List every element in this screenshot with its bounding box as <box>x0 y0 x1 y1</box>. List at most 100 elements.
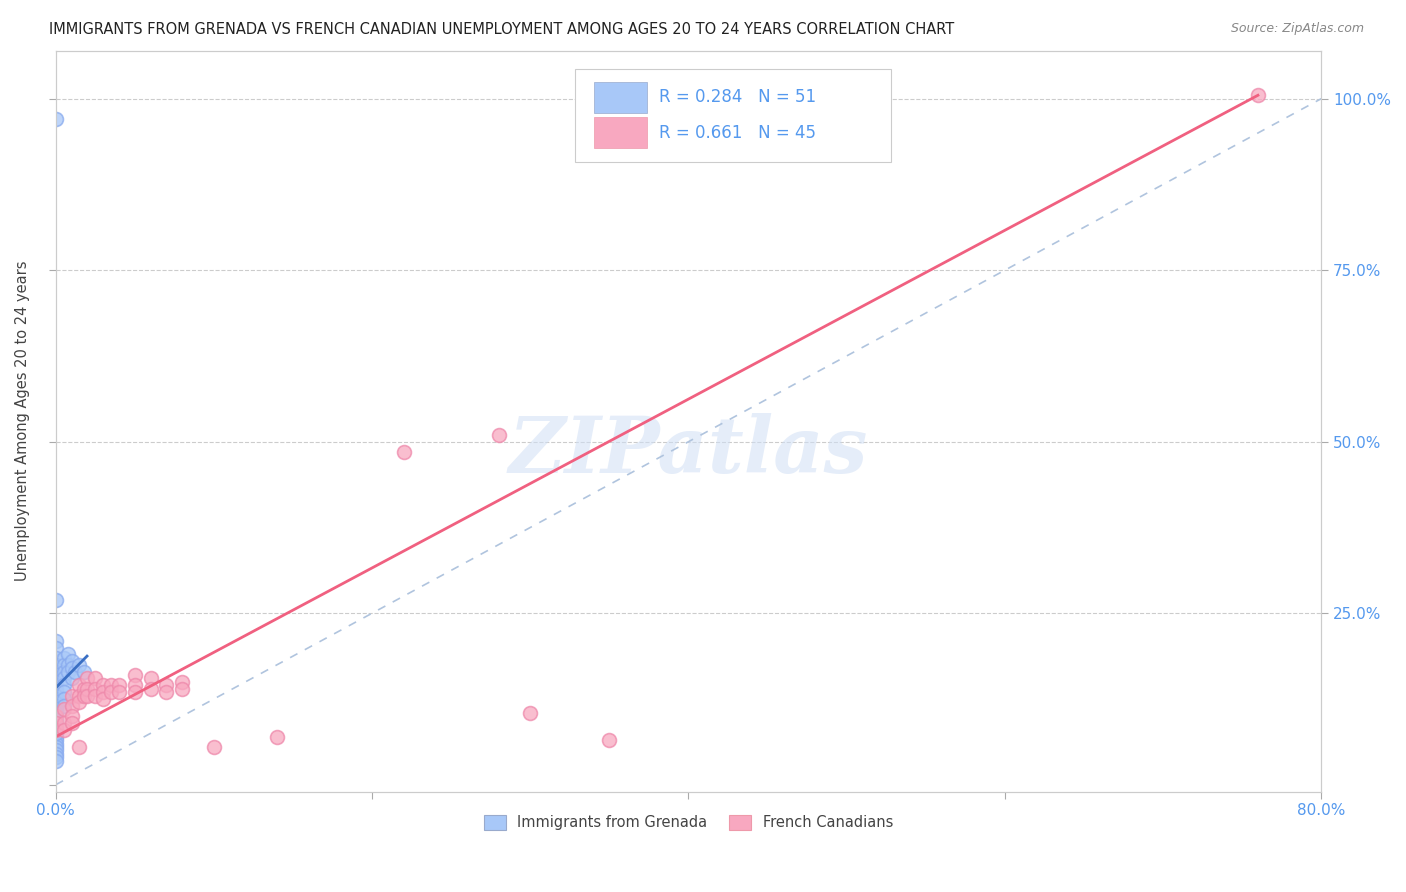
Point <box>108 685 131 699</box>
Point <box>60 689 83 703</box>
FancyBboxPatch shape <box>575 70 891 161</box>
Point <box>45 716 67 731</box>
Point <box>488 428 510 442</box>
Point <box>45 709 67 723</box>
Point <box>52 672 75 686</box>
Point <box>108 678 131 692</box>
Point <box>139 681 162 696</box>
Point <box>60 661 83 675</box>
Point <box>100 678 122 692</box>
Point <box>45 726 67 740</box>
Point <box>45 719 67 733</box>
Point <box>45 747 67 761</box>
Point <box>172 681 194 696</box>
Point <box>84 689 107 703</box>
Point <box>52 678 75 692</box>
Point <box>155 685 177 699</box>
Point <box>45 681 67 696</box>
Point <box>45 750 67 764</box>
Point <box>52 665 75 679</box>
Point <box>155 678 177 692</box>
Point <box>52 716 75 731</box>
Point <box>67 689 90 703</box>
Point <box>45 706 67 720</box>
Point <box>45 665 67 679</box>
Point <box>45 754 67 768</box>
Point <box>52 698 75 713</box>
Point <box>45 723 67 737</box>
Point <box>45 709 67 723</box>
Text: IMMIGRANTS FROM GRENADA VS FRENCH CANADIAN UNEMPLOYMENT AMONG AGES 20 TO 24 YEAR: IMMIGRANTS FROM GRENADA VS FRENCH CANADI… <box>49 22 955 37</box>
Point <box>73 689 96 703</box>
Point <box>91 692 114 706</box>
Point <box>52 650 75 665</box>
Point <box>45 716 67 731</box>
Point <box>45 739 67 754</box>
Point <box>45 112 67 127</box>
Point <box>124 678 146 692</box>
Point <box>67 695 90 709</box>
Point <box>52 657 75 672</box>
Point <box>124 685 146 699</box>
Point <box>1247 88 1270 103</box>
Point <box>91 685 114 699</box>
Point <box>63 665 86 679</box>
Point <box>45 672 67 686</box>
Point <box>139 672 162 686</box>
Point <box>73 665 96 679</box>
Point <box>58 665 80 679</box>
Text: R = 0.284   N = 51: R = 0.284 N = 51 <box>659 88 817 106</box>
Point <box>84 672 107 686</box>
Point <box>58 648 80 662</box>
FancyBboxPatch shape <box>593 118 647 148</box>
Point <box>67 739 90 754</box>
Point <box>266 730 288 744</box>
Point <box>45 668 67 682</box>
Point <box>76 689 98 703</box>
Text: ZIPatlas: ZIPatlas <box>509 412 868 489</box>
Point <box>45 640 67 655</box>
Point <box>84 681 107 696</box>
Y-axis label: Unemployment Among Ages 20 to 24 years: Unemployment Among Ages 20 to 24 years <box>15 260 30 582</box>
Point <box>45 713 67 727</box>
Point <box>60 709 83 723</box>
Point <box>91 678 114 692</box>
Point <box>124 668 146 682</box>
Point <box>76 672 98 686</box>
Point <box>45 723 67 737</box>
Point <box>598 733 620 747</box>
Point <box>60 716 83 731</box>
Point <box>45 743 67 757</box>
Text: Source: ZipAtlas.com: Source: ZipAtlas.com <box>1230 22 1364 36</box>
Point <box>76 681 98 696</box>
Point <box>45 726 67 740</box>
Point <box>45 692 67 706</box>
Point <box>45 698 67 713</box>
FancyBboxPatch shape <box>593 82 647 113</box>
Point <box>45 733 67 747</box>
Point <box>45 685 67 699</box>
Point <box>45 633 67 648</box>
Point <box>45 678 67 692</box>
Point <box>519 706 541 720</box>
Point <box>45 657 67 672</box>
Point <box>52 723 75 737</box>
Point <box>45 702 67 716</box>
Text: R = 0.661   N = 45: R = 0.661 N = 45 <box>659 124 817 142</box>
Point <box>73 681 96 696</box>
Point <box>45 737 67 751</box>
Legend: Immigrants from Grenada, French Canadians: Immigrants from Grenada, French Canadian… <box>478 809 898 836</box>
Point <box>45 650 67 665</box>
Point <box>67 657 90 672</box>
Point <box>100 685 122 699</box>
Point <box>45 689 67 703</box>
Point <box>60 672 83 686</box>
Point <box>45 730 67 744</box>
Point <box>172 674 194 689</box>
Point <box>45 674 67 689</box>
Point <box>52 702 75 716</box>
Point <box>60 654 83 668</box>
Point <box>202 739 225 754</box>
Point <box>45 592 67 607</box>
Point <box>60 698 83 713</box>
